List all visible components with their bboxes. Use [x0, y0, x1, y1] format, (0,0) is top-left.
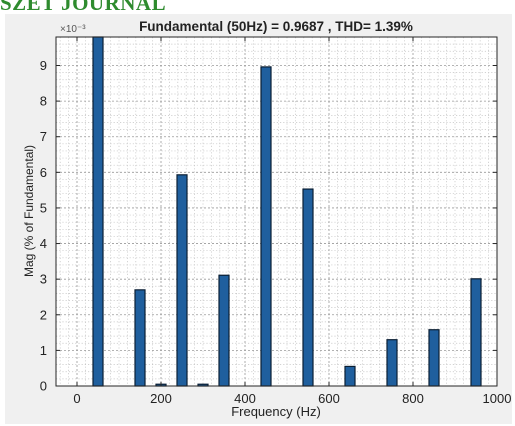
x-tick-label: 1000 [483, 391, 512, 406]
major-grid [56, 37, 498, 387]
y-tick-label: 3 [40, 272, 47, 287]
y-tick-label: 8 [40, 94, 47, 109]
bar [386, 339, 398, 387]
y-tick-label: 7 [40, 129, 47, 144]
bar [176, 174, 188, 387]
x-tick-label: 0 [73, 391, 80, 406]
x-tick-label: 400 [234, 391, 256, 406]
chart-title: Fundamental (50Hz) = 0.9687 , THD= 1.39% [139, 19, 413, 34]
x-tick-label: 800 [402, 391, 424, 406]
x-axis-ticks: 0 200 400 600 800 1000 [73, 37, 511, 406]
x-axis-label: Frequency (Hz) [231, 404, 321, 419]
y-axis-ticks: 0 1 2 3 4 5 6 7 8 9 [40, 58, 497, 394]
plot-area [56, 37, 497, 386]
y-tick-label: 6 [40, 165, 47, 180]
bar [218, 274, 230, 387]
bars [92, 36, 482, 387]
x-tick-label: 200 [150, 391, 172, 406]
plot-frame [55, 36, 498, 387]
x-tick-label: 600 [318, 391, 340, 406]
y-tick-label: 2 [40, 307, 47, 322]
y-tick-label: 0 [40, 379, 47, 394]
minor-grid [56, 37, 497, 386]
y-exponent-label: ×10⁻³ [60, 24, 86, 35]
bar [260, 66, 272, 387]
y-tick-label: 1 [40, 343, 47, 358]
bar [344, 365, 356, 387]
bar [470, 278, 482, 387]
bar [428, 329, 440, 387]
y-tick-label: 5 [40, 200, 47, 215]
bar [134, 289, 146, 387]
y-tick-label: 4 [40, 236, 47, 251]
journal-watermark: SZET JOURNAL [0, 0, 167, 15]
bar [302, 188, 314, 387]
bar [92, 36, 104, 387]
y-tick-label: 9 [40, 58, 47, 73]
y-axis-label: Mag (% of Fundamental) [22, 145, 36, 277]
